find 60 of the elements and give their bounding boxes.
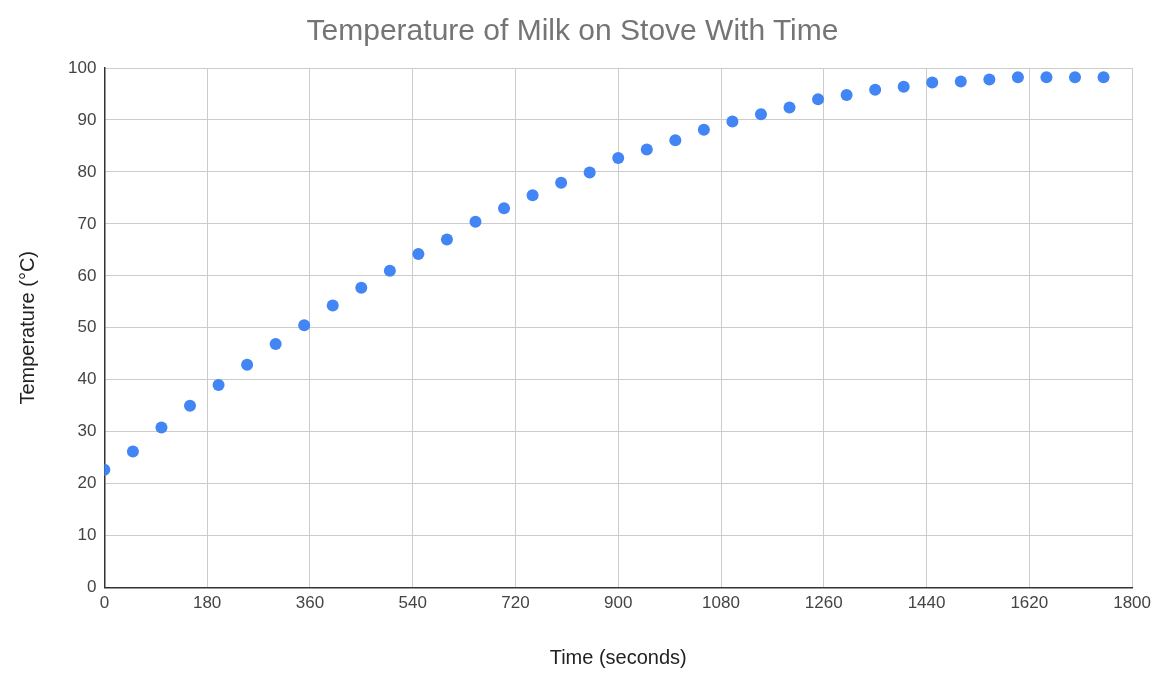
point xyxy=(355,281,368,294)
point xyxy=(1040,71,1053,84)
point xyxy=(1011,71,1024,84)
x-tick-label: 1440 xyxy=(907,593,946,613)
point xyxy=(412,248,425,261)
point xyxy=(498,202,511,215)
point xyxy=(640,143,653,156)
point xyxy=(1068,71,1081,84)
y-tick-label: 100 xyxy=(67,57,97,77)
point xyxy=(269,337,282,350)
x-tick-label: 900 xyxy=(604,593,633,613)
point xyxy=(1097,71,1110,84)
y-tick-label: 40 xyxy=(77,369,97,389)
point xyxy=(697,123,710,136)
y-tick-label: 60 xyxy=(77,265,97,285)
point xyxy=(954,75,967,88)
x-tick-label: 540 xyxy=(398,593,427,613)
point xyxy=(583,166,596,179)
y-tick-label: 70 xyxy=(77,213,97,233)
point xyxy=(298,319,311,332)
point xyxy=(897,80,910,93)
y-tick-label: 80 xyxy=(77,161,97,181)
point xyxy=(612,151,625,164)
x-tick-label: 0 xyxy=(99,593,110,613)
point xyxy=(869,83,882,96)
x-tick-label: 360 xyxy=(295,593,325,613)
point xyxy=(126,445,139,458)
point xyxy=(155,421,168,434)
y-tick-label: 20 xyxy=(77,473,97,493)
point xyxy=(754,108,767,121)
point xyxy=(783,101,796,114)
y-axis-title: Temperature (°C) xyxy=(15,251,38,405)
y-tick-label: 50 xyxy=(77,317,97,337)
chart-title: Temperature of Milk on Stove With Time xyxy=(306,13,839,47)
x-tick-label: 1800 xyxy=(1113,593,1151,613)
point xyxy=(326,299,339,312)
point xyxy=(184,399,197,412)
point xyxy=(726,115,739,128)
y-tick-label: 30 xyxy=(77,421,97,441)
point xyxy=(983,73,996,86)
point xyxy=(840,89,853,102)
x-tick-label: 180 xyxy=(192,593,222,613)
point xyxy=(469,215,482,228)
x-axis-title: Time (seconds) xyxy=(549,645,687,668)
point xyxy=(812,93,825,106)
y-tick-label: 90 xyxy=(77,109,97,129)
point xyxy=(212,378,225,391)
y-tick-label: 10 xyxy=(77,525,97,545)
x-tick-label: 1260 xyxy=(804,593,843,613)
point xyxy=(669,134,682,147)
x-tick-label: 720 xyxy=(501,593,530,613)
point xyxy=(241,358,254,371)
y-tick-label: 0 xyxy=(86,577,97,597)
point xyxy=(526,189,539,202)
point xyxy=(383,264,396,277)
point xyxy=(440,233,453,246)
x-tick-label: 1620 xyxy=(1010,593,1049,613)
point xyxy=(926,76,939,89)
x-tick-label: 1080 xyxy=(702,593,740,613)
point xyxy=(555,176,568,189)
